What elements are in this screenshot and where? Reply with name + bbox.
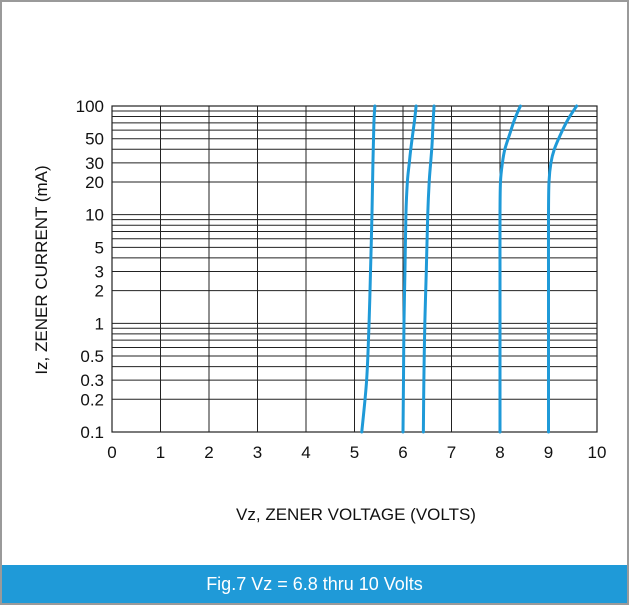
curve-line-3 [421,104,436,434]
y-tick-label: 50 [85,130,104,149]
x-tick-label: 8 [495,443,504,462]
curve-line-1 [360,104,377,434]
y-tick-label: 0.2 [80,390,104,409]
x-tick-label: 0 [107,443,116,462]
curves [360,104,579,434]
y-tick-label: 5 [95,238,104,257]
x-tick-label: 7 [447,443,456,462]
x-tick-label: 10 [588,443,607,462]
plot-border [111,105,598,433]
y-tick-label: 1 [95,314,104,333]
curve-line-5 [546,104,579,434]
y-tick-label: 30 [85,154,104,173]
x-tick-label: 9 [544,443,553,462]
y-tick-label: 10 [85,206,104,225]
x-tick-label: 6 [398,443,407,462]
grid [111,105,598,433]
curve-line-2 [401,104,418,434]
x-tick-label: 1 [156,443,165,462]
y-tick-label: 0.5 [80,347,104,366]
x-axis-label: Vz, ZENER VOLTAGE (VOLTS) [236,505,476,524]
y-axis-label: Iz, ZENER CURRENT (mA) [32,165,51,374]
y-tick-label: 100 [76,97,104,116]
y-tick-label: 0.1 [80,423,104,442]
x-tick-label: 5 [350,443,359,462]
x-tick-labels: 0 1 2 3 4 5 6 7 8 9 10 [107,443,606,462]
x-tick-label: 2 [204,443,213,462]
curve-line-4 [498,104,522,434]
y-tick-label: 0.3 [80,371,104,390]
figure-caption: Fig.7 Vz = 6.8 thru 10 Volts [2,565,627,603]
x-tick-label: 3 [253,443,262,462]
y-tick-label: 3 [95,262,104,281]
y-tick-label: 20 [85,173,104,192]
y-tick-label: 2 [95,282,104,301]
x-tick-label: 4 [301,443,310,462]
